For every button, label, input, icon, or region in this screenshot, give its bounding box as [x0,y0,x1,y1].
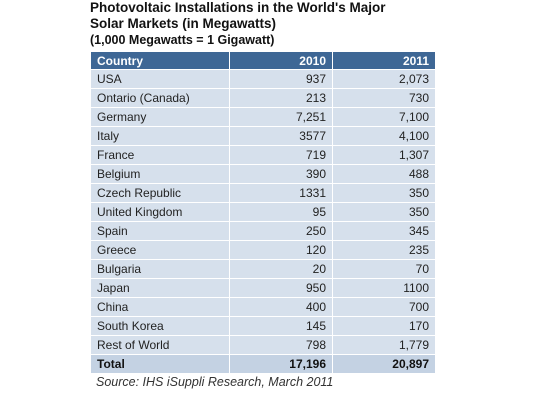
value-2010-cell: 937 [229,69,333,89]
table-row: Spain 250 345 [90,221,436,241]
value-2011-cell: 1,779 [332,335,436,355]
value-2010-cell: 950 [229,278,333,298]
table-body: USA 937 2,073 Ontario (Canada) 213 730 Germany… [90,69,436,374]
value-2011-cell: 1100 [332,278,436,298]
country-cell: Italy [90,126,230,146]
header-country: Country [90,51,230,70]
country-cell: Rest of World [90,335,230,355]
table-row: Italy 3577 4,100 [90,126,436,146]
value-2010-cell: 20 [229,259,333,279]
country-cell: Czech Republic [90,183,230,203]
value-2011-cell: 1,307 [332,145,436,165]
value-2010-cell: 400 [229,297,333,317]
value-2011-cell: 4,100 [332,126,436,146]
table-row: USA 937 2,073 [90,69,436,89]
table-row: Greece 120 235 [90,240,436,260]
country-cell: Bulgaria [90,259,230,279]
table-row: Rest of World 798 1,779 [90,335,436,355]
table-row: Belgium 390 488 [90,164,436,184]
country-cell: USA [90,69,230,89]
table-row: China 400 700 [90,297,436,317]
value-2010-cell: 120 [229,240,333,260]
table-title-line-1: Photovoltaic Installations in the World'… [90,0,386,15]
value-2010-cell: 145 [229,316,333,336]
value-2010-cell: 390 [229,164,333,184]
value-2011-cell: 730 [332,88,436,108]
value-2010-cell: 95 [229,202,333,222]
value-2010-cell: 7,251 [229,107,333,127]
header-row: Country 2010 2011 [90,51,436,70]
table-row: South Korea 145 170 [90,316,436,336]
value-2011-cell: 700 [332,297,436,317]
country-cell: China [90,297,230,317]
country-cell: Greece [90,240,230,260]
table-row: Bulgaria 20 70 [90,259,436,279]
country-cell: Spain [90,221,230,241]
value-2011-cell: 350 [332,202,436,222]
value-2011-cell: 235 [332,240,436,260]
country-cell: Germany [90,107,230,127]
value-2010-cell: 213 [229,88,333,108]
table-row: Czech Republic 1331 350 [90,183,436,203]
table-title-line-2: Solar Markets (in Megawatts) [90,16,277,31]
value-2011-cell: 170 [332,316,436,336]
table-subtitle: (1,000 Megawatts = 1 Gigawatt) [90,33,275,47]
total-2010-cell: 17,196 [229,354,333,374]
total-label-cell: Total [90,354,230,374]
value-2011-cell: 345 [332,221,436,241]
installations-table: Country 2010 2011 USA 937 2,073 Ontario (Ca… [90,51,436,374]
value-2011-cell: 70 [332,259,436,279]
table-row: Japan 950 1100 [90,278,436,298]
country-cell: Ontario (Canada) [90,88,230,108]
total-row: Total 17,196 20,897 [90,354,436,374]
country-cell: South Korea [90,316,230,336]
value-2011-cell: 488 [332,164,436,184]
table-row: Germany 7,251 7,100 [90,107,436,127]
table-row: Ontario (Canada) 213 730 [90,88,436,108]
value-2010-cell: 250 [229,221,333,241]
value-2010-cell: 798 [229,335,333,355]
value-2011-cell: 2,073 [332,69,436,89]
value-2010-cell: 719 [229,145,333,165]
country-cell: France [90,145,230,165]
source-note: Source: IHS iSuppli Research, March 2011 [96,375,334,389]
country-cell: Belgium [90,164,230,184]
total-2011-cell: 20,897 [332,354,436,374]
header-2010: 2010 [229,51,333,70]
value-2010-cell: 1331 [229,183,333,203]
header-2011: 2011 [332,51,436,70]
value-2011-cell: 350 [332,183,436,203]
value-2011-cell: 7,100 [332,107,436,127]
value-2010-cell: 3577 [229,126,333,146]
table-figure: Photovoltaic Installations in the World'… [90,0,440,389]
country-cell: United Kingdom [90,202,230,222]
table-row: United Kingdom 95 350 [90,202,436,222]
table-row: France 719 1,307 [90,145,436,165]
country-cell: Japan [90,278,230,298]
